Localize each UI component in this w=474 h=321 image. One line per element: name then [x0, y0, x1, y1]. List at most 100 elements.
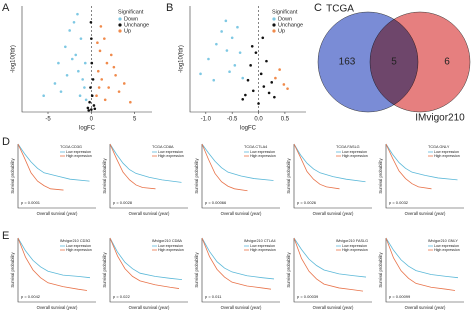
km-title: IMvigor210 CD3G	[60, 239, 90, 243]
legend-label: Low expression	[434, 244, 459, 248]
x-tick-label: 0.0	[254, 117, 263, 123]
survival-curve	[17, 237, 91, 279]
x-tick-label: 5	[133, 117, 137, 123]
legend-swatch	[272, 17, 276, 21]
panel-label: B	[166, 2, 173, 14]
legend-label: Low expression	[250, 244, 275, 248]
legend-swatch	[272, 23, 276, 27]
point	[86, 106, 90, 110]
x-axis-label: Overall survival (year)	[405, 305, 446, 310]
point	[257, 102, 260, 105]
point	[254, 51, 258, 54]
point	[81, 78, 84, 81]
legend-label: High expression	[66, 154, 92, 158]
survival-curve	[293, 237, 367, 278]
point	[98, 49, 102, 53]
point	[96, 69, 100, 73]
y-axis-label: Survival probability	[102, 252, 107, 288]
panel-label: E	[2, 230, 9, 242]
set-label: TCGA	[326, 4, 354, 15]
point	[286, 87, 289, 90]
p-value: p = 0.0032	[389, 200, 409, 205]
point	[93, 107, 97, 111]
axes	[17, 144, 96, 209]
legend-swatch	[118, 17, 122, 21]
point	[103, 98, 107, 102]
p-value: p = 0.00039	[297, 294, 319, 299]
p-value: p = 0.00066	[205, 200, 227, 205]
survival-curve	[109, 237, 180, 289]
point	[241, 97, 245, 101]
y-axis-label: Survival probability	[102, 158, 107, 194]
point	[65, 74, 69, 77]
x-axis-label: Overall survival (year)	[129, 211, 170, 216]
point	[100, 78, 104, 81]
point	[96, 41, 99, 44]
y-axis-label: Survival probability	[194, 158, 199, 194]
axes	[201, 238, 280, 303]
axes	[109, 144, 188, 209]
point	[83, 61, 87, 65]
point	[88, 100, 91, 104]
point	[233, 64, 237, 67]
legend-label: Low expression	[66, 244, 91, 248]
point	[278, 68, 281, 71]
point	[236, 25, 239, 29]
p-value: p = 0.0042	[21, 294, 41, 299]
survival-curve	[201, 143, 274, 181]
y-axis-label: Survival probability	[10, 158, 15, 194]
point	[251, 89, 255, 93]
survival-curve	[293, 143, 366, 183]
axes	[109, 238, 188, 303]
x-axis-label: Overall survival (year)	[313, 305, 354, 310]
point	[250, 44, 254, 48]
point	[122, 82, 126, 85]
legend-label: Unchange	[124, 22, 149, 28]
y-axis-label: Survival probability	[194, 252, 199, 288]
x-tick-label: -1.0	[201, 117, 212, 123]
km-title: IMvigor210 GNLY	[428, 239, 458, 243]
legend-label: High expression	[250, 248, 276, 252]
point	[220, 30, 223, 33]
survival-curve	[201, 143, 248, 192]
point	[90, 61, 94, 65]
point	[90, 37, 93, 40]
point	[89, 86, 92, 89]
point	[53, 82, 57, 85]
legend-label: High expression	[158, 248, 184, 252]
point	[261, 36, 265, 40]
x-axis-label: logFC	[240, 126, 257, 132]
point	[103, 37, 106, 40]
point	[70, 57, 74, 61]
x-tick-label: -5	[45, 117, 51, 123]
set-label: IMvigor210	[415, 113, 465, 124]
x-axis-label: Overall survival (year)	[221, 211, 262, 216]
axes	[293, 238, 372, 303]
point	[72, 21, 76, 24]
point	[83, 86, 86, 89]
point	[84, 98, 88, 102]
point	[224, 19, 228, 23]
point	[91, 78, 95, 81]
point	[99, 25, 103, 28]
legend-swatch	[118, 23, 122, 27]
panel-label: D	[2, 136, 10, 148]
y-axis-label: -log10(fdr)	[11, 45, 17, 73]
survival-curve	[109, 143, 182, 183]
survival-curve	[201, 237, 275, 280]
x-axis-label: Overall survival (year)	[313, 211, 354, 216]
panel-label: C	[314, 2, 322, 14]
legend-label: Low expression	[342, 150, 367, 154]
axes	[385, 238, 464, 303]
point	[238, 51, 242, 54]
point	[90, 108, 93, 111]
point	[215, 42, 218, 46]
legend-label: Low expression	[250, 150, 275, 154]
axes	[17, 238, 96, 303]
axes	[385, 144, 464, 209]
point	[262, 85, 266, 88]
legend-label: Down	[124, 16, 138, 22]
survival-curve	[385, 237, 456, 291]
axes	[293, 144, 372, 209]
